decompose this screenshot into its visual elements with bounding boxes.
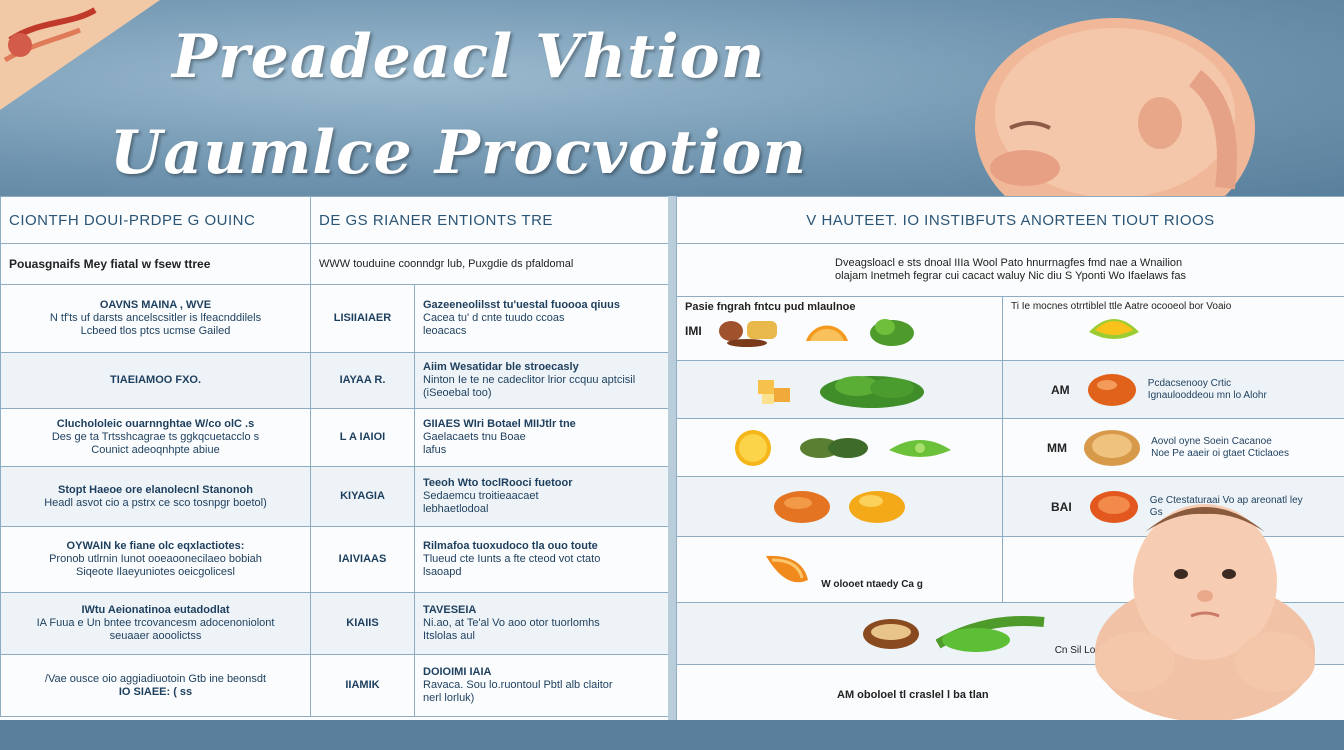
page-title-line-1: Preadeacl Vhtion xyxy=(172,22,766,92)
row-desc-head: Rilmafoa tuoxudoco tla ouo toute xyxy=(423,540,598,552)
table-row: AM Pcdacsenooy Crtic Ignaulooddeou mn lo… xyxy=(676,360,1344,419)
anatomy-illustration-icon xyxy=(0,0,160,110)
row-code: IAYAA R. xyxy=(310,352,415,409)
table-row: Stopt Haeoe ore elanolecnl Stanonoh Headl… xyxy=(0,466,670,527)
row-desc-head: Gazeeneolilsst tu'uestal fuoooa qiuus xyxy=(423,299,620,311)
table-row: OYWAIN ke fiane olc eqxlactiotes: Pronob … xyxy=(0,526,670,593)
row-code: IIAMIK xyxy=(310,654,415,717)
row-text: Pronob utlrnin Iunot ooeaoonecilaeo bobi… xyxy=(49,553,262,578)
food-tag: BAI xyxy=(1051,499,1072,514)
papaya-slice-icon xyxy=(1089,490,1138,523)
left-subheader-2: WWW touduine coonndgr lub, Puxgdie ds pf… xyxy=(309,243,670,285)
row-label: IWtu Aeionatinoa eutadodlat xyxy=(81,604,230,616)
food-caption: Ti Ie mocnes otrrtiblel ttle Aatre ocooe… xyxy=(1011,301,1232,312)
row-label: OAVNS MAINA , WVE xyxy=(99,299,212,311)
leafy-greens-icon xyxy=(869,319,914,346)
left-header-2: DE GS RIANER ENTIONTS TRE xyxy=(309,196,670,244)
row-text: Headl asvot cio a pstrx ce sco tosnpgr b… xyxy=(44,496,267,509)
row-label: OYWAIN ke fiane olc eqxlactiotes: xyxy=(66,540,245,552)
row-label: Cluchololeic ouarnnghtae W/co olC .s xyxy=(56,418,255,430)
row-desc-head: Teeoh Wto toclRooci fuetoor xyxy=(423,477,573,489)
sweet-potato-icon xyxy=(773,490,830,523)
page-title-line-2: Uaumlce Procvotion xyxy=(110,118,808,188)
food-note: Aovol oyne Soein Cacanoe Noe Pe aaeir oi… xyxy=(1151,435,1289,459)
food-note: Ge Ctestaturaai Vo ap areonatl ley Gs xyxy=(1149,494,1303,518)
row-desc: Tlueud cte Iunts a fte cteod vot ctato l… xyxy=(423,553,601,578)
row-text: N tf'ts uf darsts ancelscsitler is lfeac… xyxy=(49,312,262,337)
row-code: L A IAIOI xyxy=(310,408,415,467)
orange-wedge-icon xyxy=(766,555,809,582)
food-tag: AM xyxy=(1051,382,1070,397)
row-code: IAIVIAAS xyxy=(310,526,415,593)
left-guidance-table: CIONTFH DOUI-PRDPE G OUINC DE GS RIANER … xyxy=(0,196,670,720)
row-desc: Ni.ao, at Te'al Vo aoo otor tuorlomhs It… xyxy=(423,617,600,642)
baby-head-image xyxy=(975,18,1255,198)
mango-icon xyxy=(849,490,906,523)
table-row: TIAEIAMOO FXO. IAYAA R. Aiim Wesatidar b… xyxy=(0,352,670,409)
nuts-beans-icon xyxy=(718,321,777,347)
row-desc: Sedaemcu troitieaacaet lebhaetlodoal xyxy=(423,490,539,515)
baby-image xyxy=(1095,504,1315,722)
row-text: IA Fuua e Un bntee trcovancesm adocenoni… xyxy=(36,617,275,642)
food-caption: Pasie fngrah fntcu pud mlaulnoe xyxy=(685,301,856,313)
cheese-pieces-icon xyxy=(757,379,790,404)
row-label: TIAEIAMOO FXO. xyxy=(109,374,202,386)
right-foods-table: V HAUTEET. IO INSTIBFUTS ANORTEEN TIOUT … xyxy=(676,196,1344,725)
table-row: Pasie fngrah fntcu pud mlaulnoe IMI Ti I… xyxy=(676,296,1344,361)
bottom-strip xyxy=(0,720,1344,750)
row-desc: Ninton Ie te ne cadeclitor lrior ccquu a… xyxy=(423,374,636,399)
table-divider xyxy=(668,196,676,720)
title-banner: Preadeacl Vhtion Uaumlce Procvotion xyxy=(0,0,1344,198)
orange-slice-icon xyxy=(805,325,848,341)
apricot-icon xyxy=(1087,373,1136,406)
food-tag: IMI xyxy=(685,324,702,338)
table-row: /Vae ousce oio aggiadiuotoin Gtb ine beo… xyxy=(0,654,670,717)
left-subheader-1: Pouasgnaifs Mey fiatal w fsew ttree xyxy=(0,243,311,285)
left-header-1: CIONTFH DOUI-PRDPE G OUINC xyxy=(0,196,311,244)
table-row: IWtu Aeionatinoa eutadodlat IA Fuua e Un … xyxy=(0,592,670,655)
row-code: KIAIIS xyxy=(310,592,415,655)
row-desc: Gaelacaets tnu Boae lafus xyxy=(423,431,526,456)
food-note: Pcdacsenooy Crtic Ignaulooddeou mn lo Al… xyxy=(1147,377,1267,401)
bread-roll-icon xyxy=(862,618,919,649)
kale-leaves-icon xyxy=(820,375,925,408)
row-code: LISIIAIAER xyxy=(310,284,415,353)
green-peppers-icon xyxy=(799,437,868,458)
lemon-slice-icon xyxy=(735,429,772,466)
food-caption: W olooet ntaedy Ca g xyxy=(821,578,923,590)
row-text: /Vae ousce oio aggiadiuotoin Gtb ine beo… xyxy=(44,672,267,685)
hummus-bowl-icon xyxy=(1084,429,1141,466)
row-desc-head: GIIAES WIri Botael MIIJtlr tne xyxy=(423,418,576,430)
table-row: OAVNS MAINA , WVE N tf'ts uf darsts ancel… xyxy=(0,284,670,353)
row-desc-head: DOIOIMI IAIA xyxy=(423,666,492,678)
right-subheader: Dveagsloacl e sts dnoal IIIa Wool Pato h… xyxy=(835,256,1186,282)
row-text: Des ge ta Trtsshcagrae ts ggkqcuetacclo … xyxy=(51,431,260,456)
mango-slice-icon xyxy=(1089,319,1139,339)
row-desc-head: TAVESEIA xyxy=(423,604,477,616)
green-pea-pods-icon xyxy=(888,439,951,457)
row-desc: Ravaca. Sou lo.ruontoul Pbtl alb claitor… xyxy=(423,679,613,704)
row-desc: Cacea tu' d cnte tuudo ccoas leoacacs xyxy=(423,312,565,337)
food-caption: AM oboloel tl craslel l ba tlan xyxy=(837,688,989,701)
row-desc-head: Aiim Wesatidar ble stroecasly xyxy=(423,361,579,373)
table-row: MM Aovol oyne Soein Cacanoe Noe Pe aaeir… xyxy=(676,418,1344,477)
row-label: IO SIAEE: ( ss xyxy=(118,685,193,698)
row-code: KIYAGIA xyxy=(310,466,415,527)
row-label: Stopt Haeoe ore elanolecnl Stanonoh xyxy=(58,483,253,496)
food-tag: MM xyxy=(1047,440,1067,455)
green-beans-icon xyxy=(935,615,1045,652)
right-header: V HAUTEET. IO INSTIBFUTS ANORTEEN TIOUT … xyxy=(676,196,1344,244)
table-row: Cluchololeic ouarnnghtae W/co olC .s Des … xyxy=(0,408,670,467)
